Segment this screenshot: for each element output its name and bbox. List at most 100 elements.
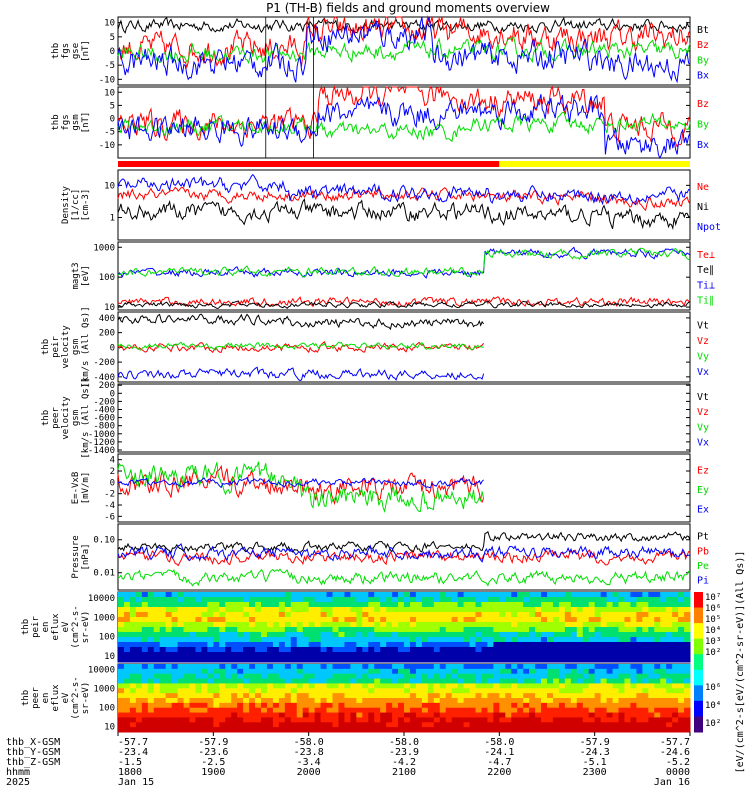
heatmap-cell xyxy=(582,698,590,704)
heatmap-cell xyxy=(409,712,417,718)
heatmap-cell xyxy=(243,617,250,623)
heatmap-cell xyxy=(547,693,554,699)
heatmap-cell xyxy=(594,642,602,648)
heatmap-cell xyxy=(535,727,542,733)
heatmap-cell xyxy=(183,647,190,653)
heatmap-cell xyxy=(362,592,369,598)
heatmap-cell xyxy=(541,642,548,648)
heatmap-cell xyxy=(684,707,691,714)
heatmap-cell xyxy=(660,683,667,689)
ylabel-line: gse xyxy=(71,43,81,59)
heatmap-cell xyxy=(392,642,399,648)
heatmap-cell xyxy=(630,657,637,663)
heatmap-cell xyxy=(129,673,137,680)
heatmap-cell xyxy=(237,664,244,670)
heatmap-cell xyxy=(380,727,387,733)
heatmap-cell xyxy=(350,664,357,670)
heatmap-cell xyxy=(302,678,310,684)
heatmap-cell xyxy=(463,647,471,653)
heatmap-cell xyxy=(672,592,679,598)
heatmap-cell xyxy=(153,607,161,613)
heatmap-cell xyxy=(415,693,423,699)
heatmap-cell xyxy=(636,683,643,689)
heatmap-cell xyxy=(588,642,596,648)
heatmap-cell xyxy=(225,627,232,633)
heatmap-cell xyxy=(118,592,125,598)
heatmap-cell xyxy=(672,602,679,608)
heatmap-cell xyxy=(165,657,173,663)
heatmap-cell xyxy=(457,647,465,653)
heatmap-cell xyxy=(398,647,405,653)
heatmap-cell xyxy=(159,664,167,670)
heatmap-cell xyxy=(666,642,673,648)
heatmap-cell xyxy=(183,702,190,709)
panel-temperature xyxy=(117,241,691,311)
heatmap-cell xyxy=(118,622,125,628)
series-peir_velocity-Vy xyxy=(117,341,484,351)
heatmap-cell xyxy=(135,664,143,670)
heatmap-cell xyxy=(535,627,542,633)
heatmap-cell xyxy=(588,693,596,699)
heatmap-cell xyxy=(606,678,614,684)
heatmap-cell xyxy=(147,632,155,638)
heatmap-cell xyxy=(618,632,625,638)
heatmap-cell xyxy=(660,622,667,628)
heatmap-cell xyxy=(243,693,250,699)
heatmap-cell xyxy=(386,683,393,689)
heatmap-cell xyxy=(201,693,208,699)
heatmap-cell xyxy=(296,597,304,603)
heatmap-cell xyxy=(237,612,244,618)
heatmap-cell xyxy=(600,698,608,704)
heatmap-cell xyxy=(296,652,304,658)
heatmap-cell xyxy=(427,602,435,608)
heatmap-cell xyxy=(189,592,196,598)
heatmap-cell xyxy=(249,668,256,675)
heatmap-cell xyxy=(564,612,572,618)
heatmap-cell xyxy=(362,707,369,714)
heatmap-cell xyxy=(141,597,149,603)
heatmap-cell xyxy=(249,673,256,680)
heatmap-cell xyxy=(576,652,584,658)
heatmap-cell xyxy=(481,698,488,704)
heatmap-cell xyxy=(207,597,214,603)
heatmap-cell xyxy=(427,647,435,653)
heatmap-cell xyxy=(588,702,596,709)
heatmap-cell xyxy=(433,673,441,680)
heatmap-cell xyxy=(118,652,125,658)
heatmap-cell xyxy=(475,698,482,704)
heatmap-cell xyxy=(332,657,339,663)
heatmap-cell xyxy=(684,717,691,723)
heatmap-cell xyxy=(332,717,339,723)
heatmap-cell xyxy=(505,592,512,598)
heatmap-cell xyxy=(660,642,667,648)
colorbar-tick: 10² xyxy=(705,648,721,658)
heatmap-cell xyxy=(630,612,637,618)
heatmap-cell xyxy=(588,607,596,613)
heatmap-cell xyxy=(284,632,292,638)
heatmap-cell xyxy=(284,673,292,680)
heatmap-cell xyxy=(314,717,322,723)
ytick-label: -1400 xyxy=(88,446,115,456)
xtick-z: -4.7 xyxy=(487,757,511,768)
heatmap-cell xyxy=(588,722,596,728)
heatmap-cell xyxy=(612,632,619,638)
heatmap-cell xyxy=(582,657,590,663)
heatmap-cell xyxy=(320,632,328,638)
heatmap-cell xyxy=(153,617,161,623)
heatmap-cell xyxy=(588,592,596,598)
legend-Pi: Pi xyxy=(697,576,709,587)
heatmap-cell xyxy=(433,612,441,618)
ylabel-line: thb xyxy=(51,114,61,130)
heatmap-cell xyxy=(266,622,274,628)
heatmap-cell xyxy=(231,602,238,608)
heatmap-cell xyxy=(308,612,316,618)
heatmap-cell xyxy=(278,597,286,603)
heatmap-cell xyxy=(648,592,655,598)
heatmap-cell xyxy=(684,727,691,733)
heatmap-cell xyxy=(499,678,506,684)
heatmap-cell xyxy=(326,632,333,638)
heatmap-cell xyxy=(660,678,667,684)
heatmap-cell xyxy=(296,698,304,704)
heatmap-cell xyxy=(207,607,214,613)
heatmap-cell xyxy=(261,637,268,643)
